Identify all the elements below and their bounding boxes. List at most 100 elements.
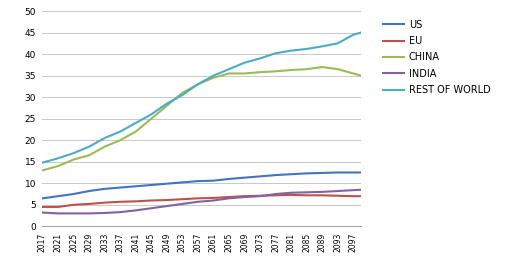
REST OF WORLD [226, 68, 232, 71]
INDIA [101, 211, 108, 215]
CHINA [335, 68, 341, 71]
INDIA [71, 212, 77, 215]
EU [272, 194, 279, 197]
CHINA [101, 145, 108, 148]
US [241, 176, 247, 179]
CHINA [117, 139, 123, 142]
EU [319, 194, 326, 197]
INDIA [335, 189, 341, 193]
CHINA [210, 76, 217, 79]
US [179, 181, 185, 184]
CHINA [71, 158, 77, 161]
EU [226, 195, 232, 199]
INDIA [55, 212, 61, 215]
US [288, 172, 294, 176]
CHINA [241, 72, 247, 75]
REST OF WORLD [304, 47, 310, 51]
REST OF WORLD [210, 74, 217, 77]
REST OF WORLD [195, 83, 201, 86]
CHINA [133, 130, 139, 133]
EU [101, 201, 108, 204]
EU [241, 195, 247, 198]
CHINA [257, 71, 263, 74]
REST OF WORLD [319, 45, 326, 48]
CHINA [226, 72, 232, 75]
INDIA [226, 197, 232, 200]
CHINA [304, 68, 310, 71]
US [350, 171, 356, 174]
EU [86, 202, 92, 206]
US [164, 182, 170, 185]
Line: REST OF WORLD: REST OF WORLD [42, 33, 361, 163]
US [335, 171, 341, 174]
CHINA [288, 68, 294, 72]
REST OF WORLD [148, 113, 155, 116]
EU [288, 193, 294, 197]
INDIA [210, 199, 217, 202]
CHINA [179, 91, 185, 94]
CHINA [272, 70, 279, 73]
EU [39, 205, 46, 209]
US [358, 171, 364, 174]
EU [257, 194, 263, 197]
INDIA [148, 206, 155, 210]
US [55, 195, 61, 198]
REST OF WORLD [241, 61, 247, 64]
REST OF WORLD [257, 57, 263, 60]
CHINA [55, 164, 61, 168]
US [86, 189, 92, 193]
EU [117, 200, 123, 203]
EU [148, 199, 155, 202]
REST OF WORLD [288, 49, 294, 52]
INDIA [164, 205, 170, 208]
Line: US: US [42, 172, 361, 198]
CHINA [195, 83, 201, 86]
US [39, 197, 46, 200]
US [148, 183, 155, 187]
REST OF WORLD [101, 136, 108, 140]
CHINA [358, 74, 364, 77]
US [133, 185, 139, 188]
EU [304, 194, 310, 197]
US [101, 187, 108, 190]
INDIA [241, 195, 247, 199]
REST OF WORLD [55, 157, 61, 160]
INDIA [257, 195, 263, 198]
EU [133, 200, 139, 203]
Line: EU: EU [42, 195, 361, 207]
CHINA [148, 117, 155, 120]
REST OF WORLD [117, 130, 123, 133]
INDIA [86, 212, 92, 215]
EU [350, 195, 356, 198]
CHINA [86, 154, 92, 157]
EU [55, 205, 61, 209]
INDIA [272, 192, 279, 196]
EU [179, 198, 185, 201]
CHINA [39, 169, 46, 172]
CHINA [319, 65, 326, 69]
EU [71, 203, 77, 206]
EU [358, 195, 364, 198]
US [210, 179, 217, 182]
CHINA [164, 104, 170, 107]
REST OF WORLD [39, 161, 46, 164]
US [226, 177, 232, 181]
REST OF WORLD [358, 31, 364, 34]
REST OF WORLD [272, 52, 279, 55]
Line: INDIA: INDIA [42, 190, 361, 213]
INDIA [195, 200, 201, 203]
INDIA [117, 211, 123, 214]
INDIA [288, 191, 294, 194]
INDIA [319, 190, 326, 193]
INDIA [133, 209, 139, 212]
INDIA [39, 211, 46, 214]
US [319, 171, 326, 175]
EU [164, 198, 170, 202]
US [71, 192, 77, 196]
REST OF WORLD [71, 152, 77, 155]
Line: CHINA: CHINA [42, 67, 361, 170]
REST OF WORLD [335, 42, 341, 45]
US [304, 172, 310, 175]
EU [195, 197, 201, 200]
US [257, 175, 263, 178]
